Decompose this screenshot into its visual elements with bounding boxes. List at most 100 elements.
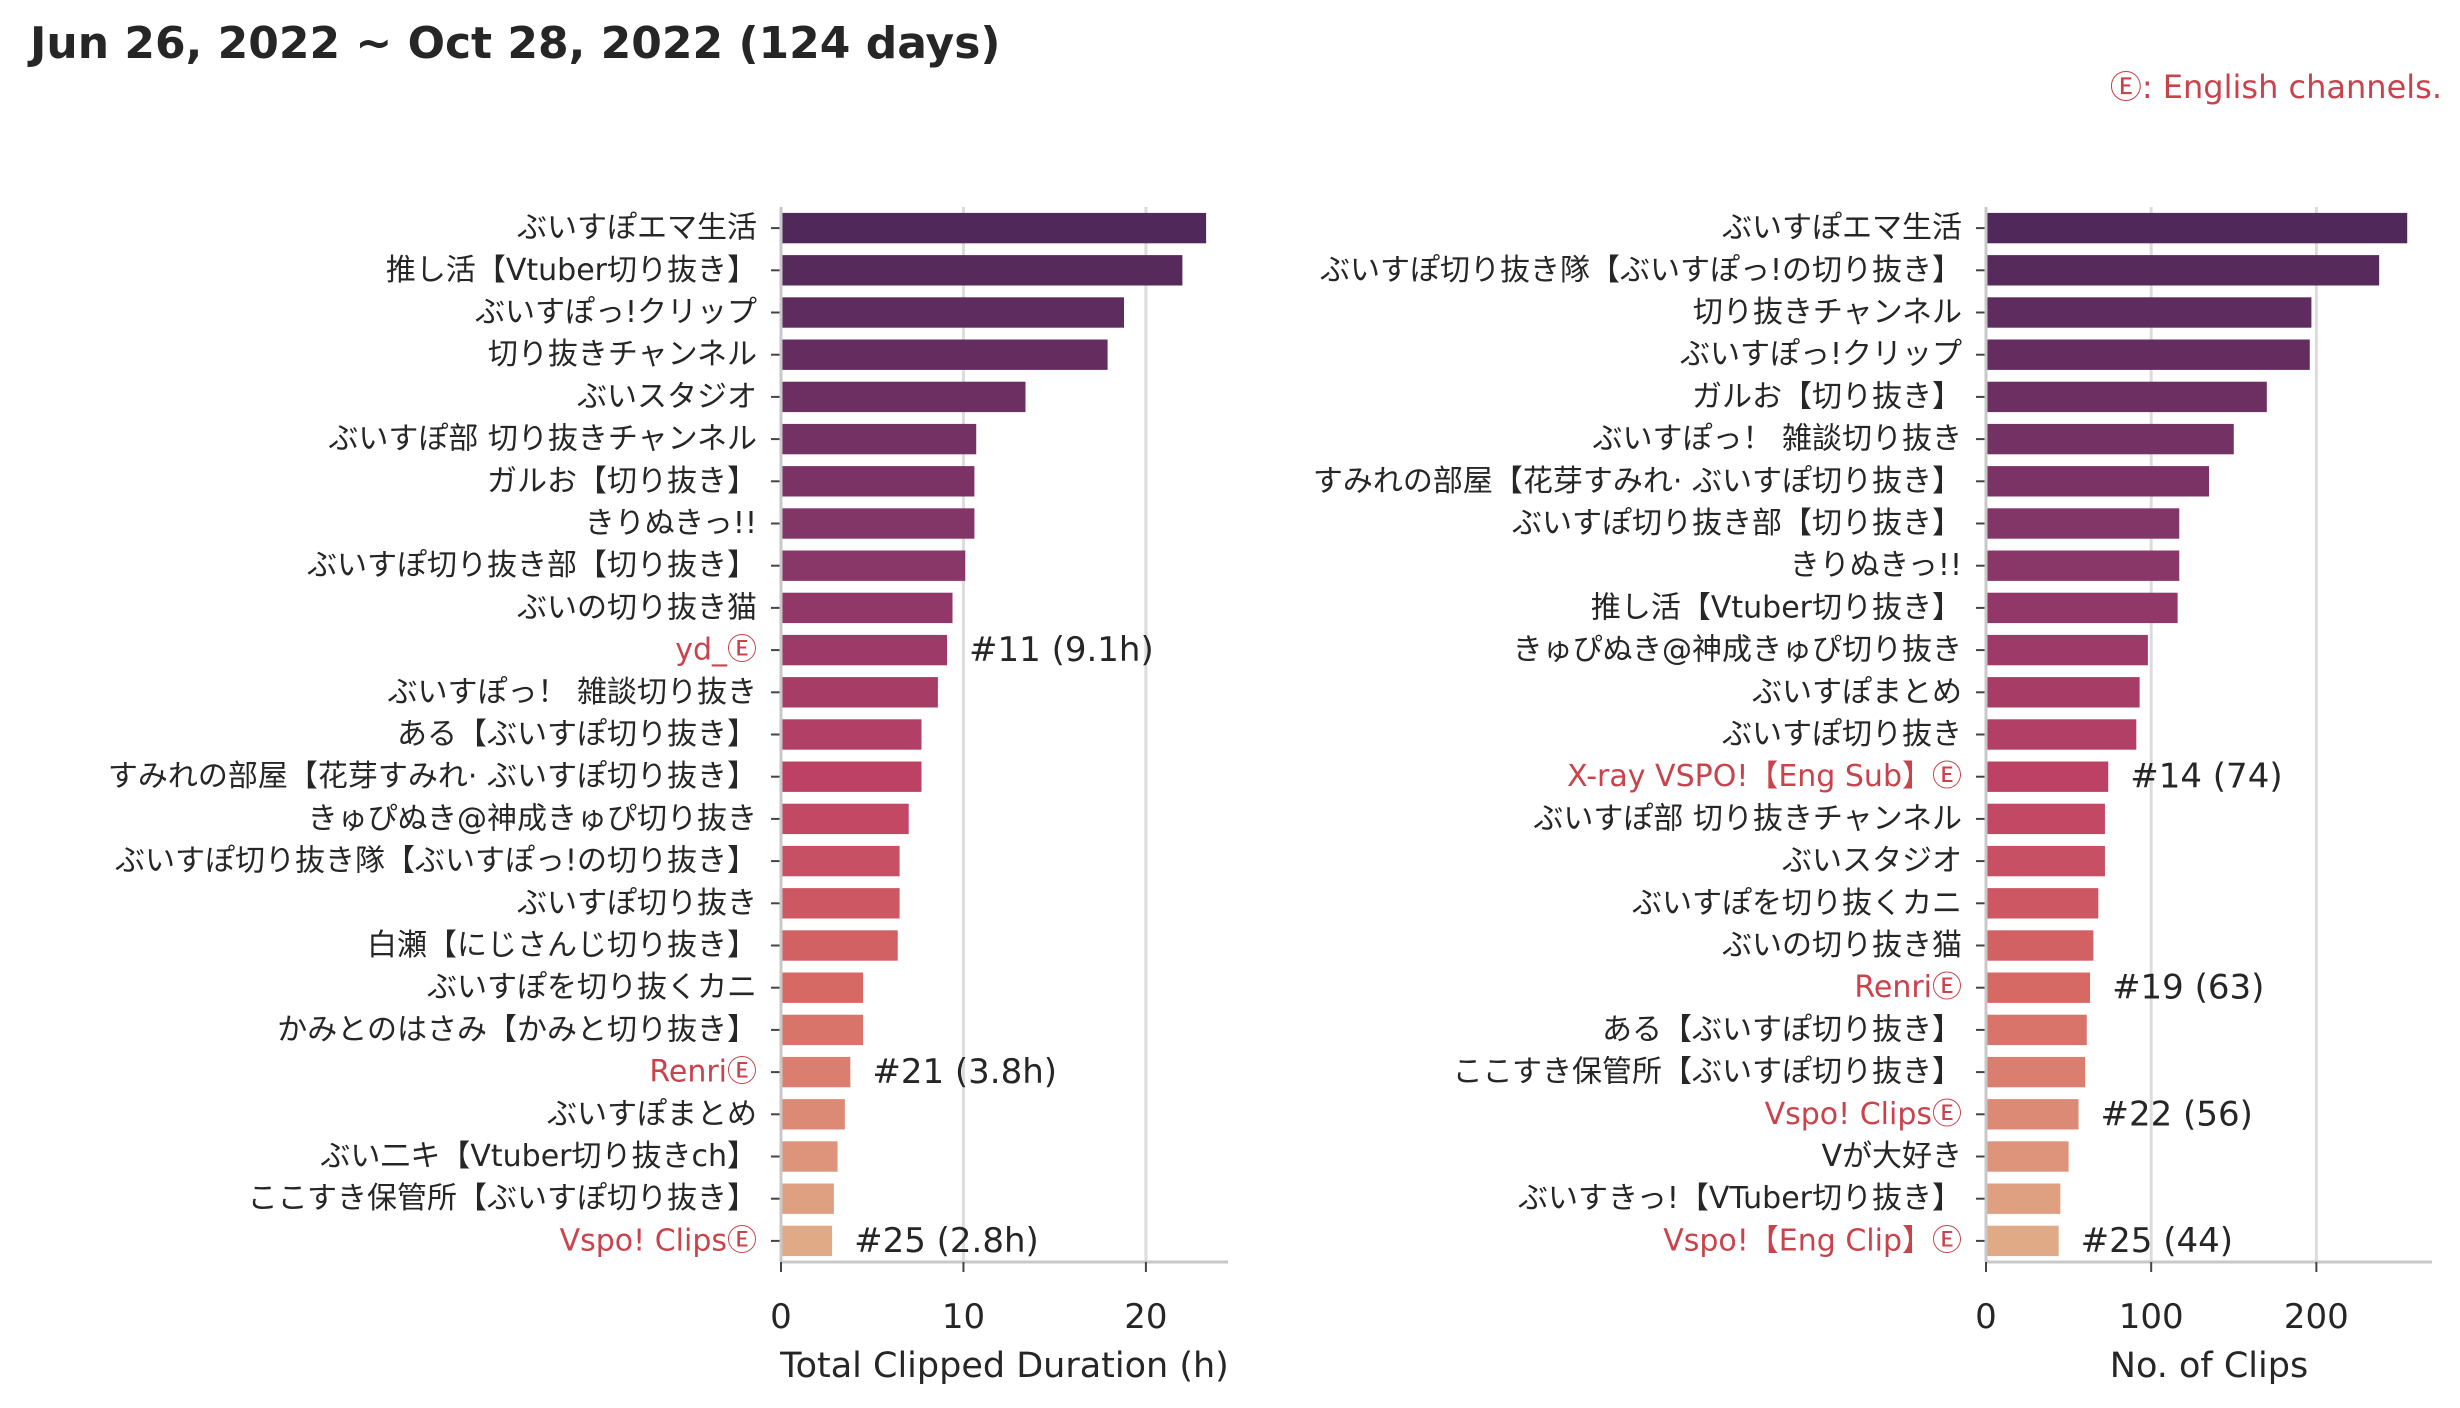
- bar: [781, 466, 975, 497]
- bar: [781, 1141, 838, 1172]
- bar: [1986, 1141, 2069, 1172]
- bar: [1986, 466, 2209, 497]
- y-tick-label: RenriⒺ: [1854, 970, 1962, 1005]
- bar: [781, 212, 1207, 244]
- y-tick-label: ぶいすぽまとめ: [1752, 675, 1962, 710]
- bar: [781, 255, 1183, 286]
- y-tick-label: ある【ぶいすぽ切り抜き】: [1602, 1012, 1962, 1047]
- bar: [781, 592, 953, 624]
- english-channel-note: Ⓔ: English channels.: [2109, 68, 2442, 106]
- bar: [781, 719, 922, 750]
- bar: [781, 803, 909, 835]
- y-tick-label: ぶいすぽ切り抜き: [517, 886, 757, 921]
- x-axis-label: Total Clipped Duration (h): [779, 1346, 1229, 1386]
- y-tick-label: ぶいすぽ切り抜き隊【ぶいすぽっ!の切り抜き】: [1320, 253, 1962, 288]
- y-tick-label: ぶいすぽを切り抜くカニ: [427, 970, 757, 1005]
- y-tick-label: Vが大好き: [1821, 1139, 1962, 1174]
- y-tick-label: ぶいすぽっ！ 雑談切り抜き: [387, 675, 757, 710]
- x-tick-label: 0: [1975, 1297, 1997, 1337]
- bar: [1986, 972, 2091, 1003]
- y-tick-label: Vspo! ClipsⒺ: [560, 1223, 757, 1258]
- bar: [1986, 677, 2140, 708]
- y-tick-label: ぶいすぽっ！ 雑談切り抜き: [1592, 422, 1962, 457]
- y-tick-label: X-ray VSPO!【Eng Sub】Ⓔ: [1567, 759, 1962, 794]
- x-axis-label: No. of Clips: [2110, 1346, 2308, 1386]
- bar: [1986, 297, 2312, 328]
- y-tick-label: ぶいスタジオ: [1782, 844, 1962, 879]
- bar: [1986, 634, 2148, 666]
- bar: [781, 1225, 833, 1257]
- y-tick-label: Vspo! ClipsⒺ: [1765, 1097, 1962, 1132]
- bar: [1986, 508, 2180, 539]
- bar: [781, 761, 922, 792]
- bar-annotation: #25 (2.8h): [854, 1221, 1039, 1261]
- bar-annotation: #11 (9.1h): [969, 630, 1154, 670]
- bar: [1986, 761, 2109, 792]
- y-tick-label: ぶいすぽ切り抜き部【切り抜き】: [307, 548, 757, 583]
- page-title: Jun 26, 2022 ~ Oct 28, 2022 (124 days): [30, 18, 1001, 69]
- bar: [1986, 1225, 2059, 1257]
- bar: [781, 677, 938, 708]
- y-tick-label: ぶいすぽ切り抜き部【切り抜き】: [1512, 506, 1962, 541]
- bar: [1986, 1099, 2079, 1130]
- duration-chart: ぶいすぽエマ生活推し活【Vtuber切り抜き】ぶいすぽっ!クリップ切り抜きチャン…: [108, 207, 1229, 1386]
- bar-annotation: #25 (44): [2081, 1221, 2233, 1261]
- x-tick-label: 200: [2284, 1297, 2349, 1337]
- y-tick-label: ぶいすぽ切り抜き: [1722, 717, 1962, 752]
- y-tick-label: ぶいすぽ部 切り抜きチャンネル: [1533, 801, 1962, 836]
- y-tick-label: Vspo!【Eng Clip】Ⓔ: [1663, 1223, 1962, 1258]
- bar: [1986, 803, 2105, 835]
- y-tick-label: ぶいすぽ切り抜き隊【ぶいすぽっ!の切り抜き】: [115, 844, 757, 879]
- bar: [781, 1183, 834, 1214]
- y-tick-label: 切り抜きチャンネル: [1693, 295, 1962, 330]
- y-tick-label: ぶいの切り抜き猫: [517, 590, 757, 625]
- clips-chart: ぶいすぽエマ生活ぶいすぽ切り抜き隊【ぶいすぽっ!の切り抜き】切り抜きチャンネルぶ…: [1313, 207, 2432, 1386]
- bar: [781, 1056, 851, 1088]
- y-tick-label: かみとのはさみ【かみと切り抜き】: [277, 1012, 757, 1047]
- bar-annotation: #22 (56): [2101, 1094, 2253, 1134]
- x-tick-label: 100: [2119, 1297, 2184, 1337]
- x-tick-label: 20: [1124, 1297, 1167, 1337]
- y-tick-label: 切り抜きチャンネル: [488, 337, 757, 372]
- y-tick-label: 白瀬【にじさんじ切り抜き】: [367, 928, 757, 963]
- y-tick-label: ぶいすぽっ!クリップ: [475, 295, 757, 330]
- y-tick-label: ぶいすぽまとめ: [547, 1097, 757, 1132]
- bar: [1986, 845, 2105, 877]
- y-tick-label: 推し活【Vtuber切り抜き】: [386, 253, 757, 288]
- x-tick-label: 0: [770, 1297, 792, 1337]
- y-tick-label: きゅぴぬき@神成きゅぴ切り抜き: [1513, 633, 1962, 668]
- y-tick-label: RenriⒺ: [649, 1055, 757, 1090]
- bar: [1986, 888, 2099, 919]
- y-tick-label: すみれの部屋【花芽すみれ· ぶいすぽ切り抜き】: [108, 759, 757, 794]
- y-tick-label: ぶい二キ【Vtuber切り抜きch】: [320, 1139, 757, 1174]
- bar: [1986, 339, 2310, 370]
- x-tick-label: 10: [942, 1297, 985, 1337]
- bar: [1986, 255, 2380, 286]
- bar: [781, 972, 864, 1003]
- y-tick-label: ぶいすぽ部 切り抜きチャンネル: [328, 422, 757, 457]
- bar: [1986, 550, 2180, 581]
- y-tick-label: ガルお【切り抜き】: [487, 464, 757, 499]
- bar-annotation: #21 (3.8h): [872, 1052, 1057, 1092]
- bar: [781, 339, 1108, 370]
- y-tick-label: きりぬきっ!!: [585, 506, 757, 541]
- y-tick-label: きりぬきっ!!: [1790, 548, 1962, 583]
- y-tick-label: ぶいの切り抜き猫: [1722, 928, 1962, 963]
- y-tick-label: すみれの部屋【花芽すみれ· ぶいすぽ切り抜き】: [1313, 464, 1962, 499]
- y-tick-label: ぶいすぽエマ生活: [517, 211, 757, 246]
- bar: [781, 888, 900, 919]
- bar: [1986, 212, 2408, 244]
- bar: [781, 381, 1026, 413]
- bar: [1986, 1183, 2061, 1214]
- y-tick-label: ぶいすぽっ!クリップ: [1680, 337, 1962, 372]
- y-tick-label: ある【ぶいすぽ切り抜き】: [397, 717, 757, 752]
- bar: [1986, 1014, 2087, 1046]
- bar: [1986, 1056, 2086, 1088]
- bar: [781, 1014, 864, 1046]
- bar: [781, 297, 1125, 328]
- bar: [781, 550, 966, 581]
- bar-annotation: #14 (74): [2130, 757, 2282, 797]
- bar: [1986, 719, 2137, 750]
- bar-annotation: #19 (63): [2112, 968, 2264, 1008]
